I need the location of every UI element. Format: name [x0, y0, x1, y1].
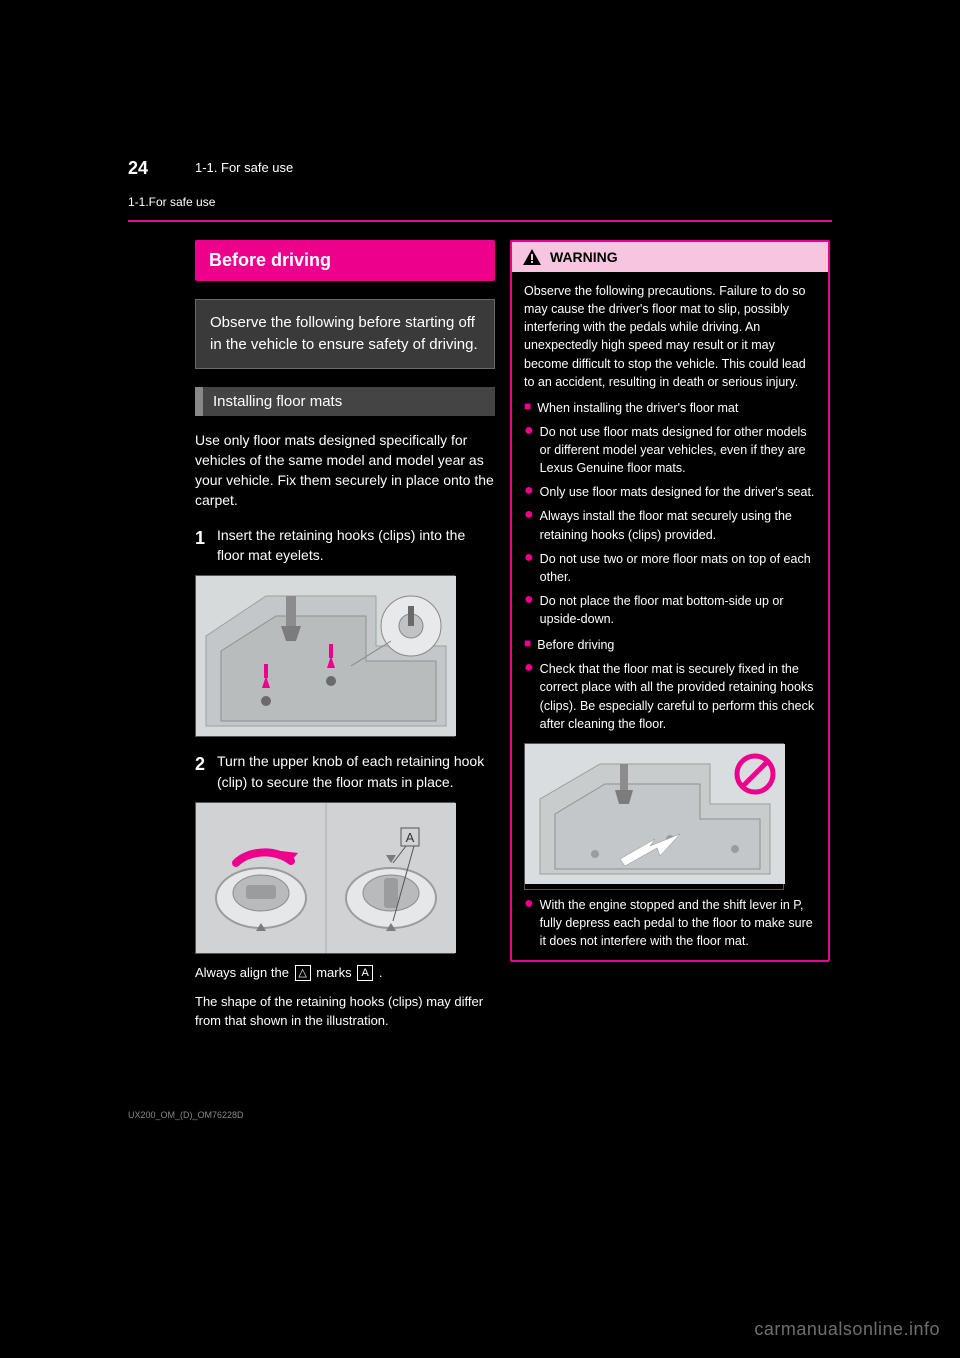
label-a-text: A — [406, 830, 415, 845]
triangle-mark-icon: △ — [295, 965, 311, 981]
warning-bullet: ● Do not use floor mats designed for oth… — [524, 423, 816, 477]
warning-bullet: ● With the engine stopped and the shift … — [524, 896, 816, 950]
bullet-text: With the engine stopped and the shift le… — [540, 896, 816, 950]
bullet-icon: ● — [524, 507, 534, 543]
bullet-icon: ● — [524, 423, 534, 477]
square-bullet-icon: ■ — [524, 636, 531, 654]
section-title: Before driving — [195, 240, 495, 281]
align-note-suffix: . — [379, 965, 383, 980]
warning-section-b-title: ■ Before driving — [524, 636, 816, 654]
left-column: Before driving Observe the following bef… — [195, 240, 495, 1030]
bullet-icon: ● — [524, 592, 534, 628]
warning-bullet: ● Do not use two or more floor mats on t… — [524, 550, 816, 586]
page-number: 24 — [128, 158, 148, 179]
step-number: 1 — [195, 525, 217, 566]
bullet-text: Do not place the floor mat bottom-side u… — [540, 592, 816, 628]
warning-body: Observe the following precautions. Failu… — [512, 272, 828, 960]
figure-prohibited-mat — [524, 743, 784, 890]
step-1: 1 Insert the retaining hooks (clips) int… — [195, 525, 495, 566]
warning-lead: Observe the following precautions. Failu… — [524, 282, 816, 391]
step-text: Turn the upper knob of each retaining ho… — [217, 751, 495, 792]
bullet-text: Only use floor mats designed for the dri… — [540, 483, 815, 501]
shape-note: The shape of the retaining hooks (clips)… — [195, 993, 495, 1031]
warning-bullet: ● Only use floor mats designed for the d… — [524, 483, 816, 501]
right-column: WARNING Observe the following precaution… — [510, 240, 830, 962]
align-note: Always align the △ marks A . — [195, 964, 495, 983]
bullet-icon: ● — [524, 483, 534, 501]
bullet-text: Do not use floor mats designed for other… — [540, 423, 816, 477]
a-mark-icon: A — [357, 965, 373, 981]
warning-bullet: ● Always install the floor mat securely … — [524, 507, 816, 543]
warning-bullet: ● Do not place the floor mat bottom-side… — [524, 592, 816, 628]
warning-box: WARNING Observe the following precaution… — [510, 240, 830, 962]
header-rule — [128, 220, 832, 222]
footer-doc-code: UX200_OM_(D)_OM76228D — [128, 1110, 244, 1120]
bullet-text: Always install the floor mat securely us… — [540, 507, 816, 543]
align-note-mid: marks — [316, 965, 355, 980]
align-note-prefix: Always align the — [195, 965, 293, 980]
bullet-text: Check that the floor mat is securely fix… — [540, 660, 816, 733]
bullet-icon: ● — [524, 896, 534, 950]
sub-heading: Installing floor mats — [195, 387, 495, 416]
warning-bullet: ● Check that the floor mat is securely f… — [524, 660, 816, 733]
warning-title: WARNING — [550, 249, 618, 265]
step-2: 2 Turn the upper knob of each retaining … — [195, 751, 495, 792]
breadcrumb: 1-1. For safe use — [195, 160, 293, 175]
watermark: carmanualsonline.info — [754, 1319, 940, 1340]
bullet-icon: ● — [524, 550, 534, 586]
warning-triangle-icon — [522, 248, 542, 266]
bullet-icon: ● — [524, 660, 534, 733]
bullet-text: Do not use two or more floor mats on top… — [540, 550, 816, 586]
step-text: Insert the retaining hooks (clips) into … — [217, 525, 495, 566]
figure-knob-turn: A — [195, 802, 455, 954]
section-a-title-text: When installing the driver's floor mat — [537, 399, 738, 417]
warning-section-a-title: ■ When installing the driver's floor mat — [524, 399, 816, 417]
warning-header: WARNING — [512, 242, 828, 272]
chapter-tab: 1-1.For safe use — [128, 195, 215, 209]
square-bullet-icon: ■ — [524, 399, 531, 417]
figure-floor-mat-hooks — [195, 575, 455, 737]
intro-box: Observe the following before starting of… — [195, 299, 495, 369]
step-number: 2 — [195, 751, 217, 792]
section-b-title-text: Before driving — [537, 636, 614, 654]
body-paragraph: Use only floor mats designed specificall… — [195, 430, 495, 511]
